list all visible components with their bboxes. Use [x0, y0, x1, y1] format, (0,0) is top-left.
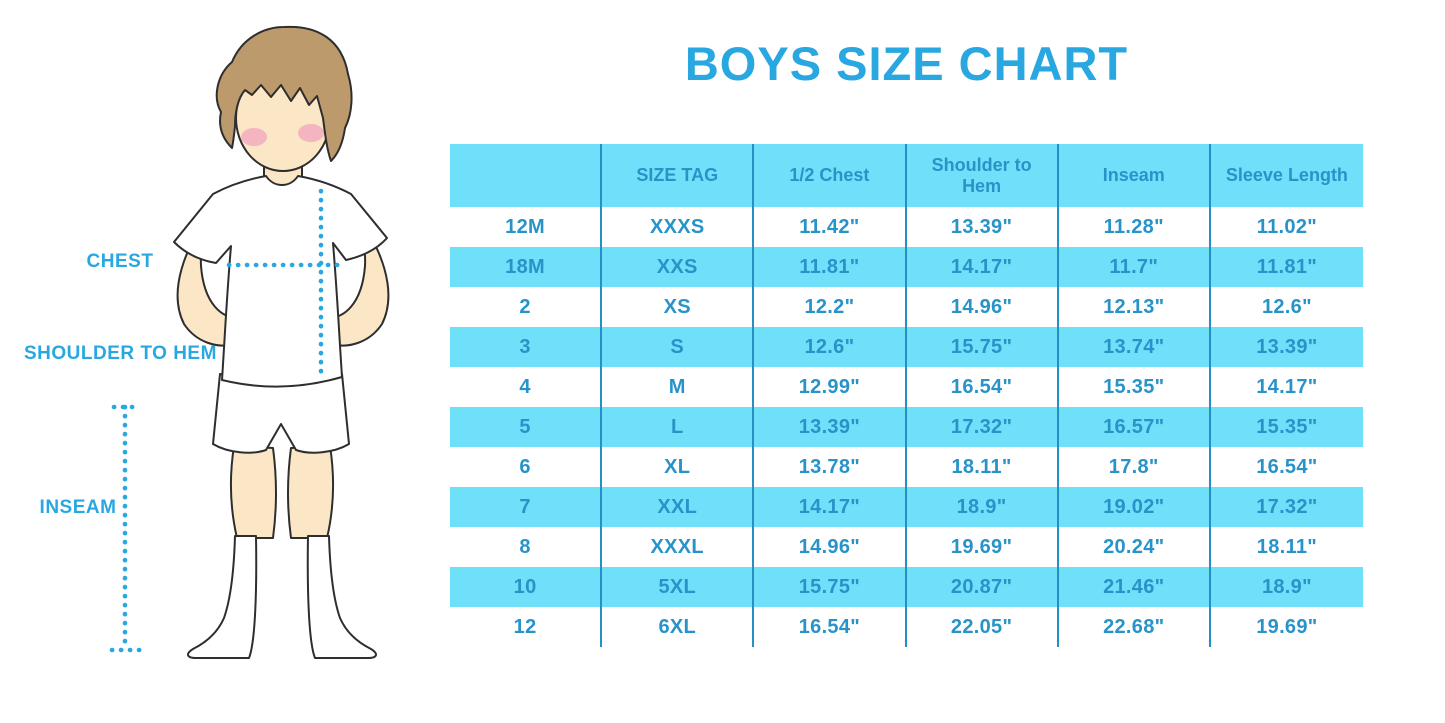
value-cell: 12.13" [1058, 287, 1211, 327]
value-cell: 11.28" [1058, 207, 1211, 247]
value-cell: 11.81" [754, 247, 907, 287]
value-cell: 13.78" [754, 447, 907, 487]
value-cell: 15.35" [1058, 367, 1211, 407]
size-cell: 6 [450, 447, 603, 487]
size-cell: 5 [450, 407, 603, 447]
value-cell: 16.54" [906, 367, 1059, 407]
header-cell-blank [450, 144, 603, 207]
size-cell: 2 [450, 287, 603, 327]
value-cell: L [602, 407, 755, 447]
value-cell: 14.96" [906, 287, 1059, 327]
boy-leg-right [287, 445, 335, 539]
size-cell: 18M [450, 247, 603, 287]
page-title: BOYS SIZE CHART [684, 37, 1129, 90]
size-cell: 7 [450, 487, 603, 527]
boy-sock-right [306, 535, 377, 659]
value-cell: 17.32" [906, 407, 1059, 447]
header-cell: 1/2 Chest [754, 144, 907, 207]
value-cell: 18.11" [906, 447, 1059, 487]
value-cell: 22.05" [906, 607, 1059, 647]
boy-blush-right [298, 124, 324, 142]
value-cell: 22.68" [1058, 607, 1211, 647]
value-cell: 15.75" [754, 567, 907, 607]
value-cell: XS [602, 287, 755, 327]
value-cell: 18.9" [1210, 567, 1363, 607]
value-cell: XXXL [602, 527, 755, 567]
value-cell: 11.42" [754, 207, 907, 247]
value-cell: S [602, 327, 755, 367]
value-cell: 16.54" [754, 607, 907, 647]
value-cell: XXL [602, 487, 755, 527]
boy-hair [215, 25, 353, 162]
value-cell: 13.39" [906, 207, 1059, 247]
value-cell: 12.2" [754, 287, 907, 327]
header-cell: Shoulder to Hem [906, 144, 1059, 207]
shoulder-to-hem-label: SHOULDER TO HEM [24, 343, 217, 364]
value-cell: 19.69" [1210, 607, 1363, 647]
header-cell: Inseam [1058, 144, 1211, 207]
boy-sock-left [187, 535, 258, 659]
value-cell: 13.39" [1210, 327, 1363, 367]
value-cell: 15.35" [1210, 407, 1363, 447]
value-cell: 20.87" [906, 567, 1059, 607]
boy-leg-left [229, 445, 277, 539]
value-cell: 14.17" [1210, 367, 1363, 407]
value-cell: XXS [602, 247, 755, 287]
value-cell: 12.6" [1210, 287, 1363, 327]
value-cell: 14.17" [906, 247, 1059, 287]
value-cell: 14.17" [754, 487, 907, 527]
value-cell: 20.24" [1058, 527, 1211, 567]
boy-illustration [109, 25, 390, 659]
value-cell: 18.9" [906, 487, 1059, 527]
value-cell: 15.75" [906, 327, 1059, 367]
value-cell: 12.6" [754, 327, 907, 367]
chest-label: CHEST [86, 251, 154, 272]
size-cell: 12M [450, 207, 603, 247]
value-cell: 5XL [602, 567, 755, 607]
size-cell: 8 [450, 527, 603, 567]
value-cell: 21.46" [1058, 567, 1211, 607]
size-cell: 4 [450, 367, 603, 407]
value-cell: 19.02" [1058, 487, 1211, 527]
value-cell: 13.74" [1058, 327, 1211, 367]
value-cell: XL [602, 447, 755, 487]
value-cell: 11.81" [1210, 247, 1363, 287]
value-cell: 13.39" [754, 407, 907, 447]
value-cell: 6XL [602, 607, 755, 647]
value-cell: 19.69" [906, 527, 1059, 567]
value-cell: 18.11" [1210, 527, 1363, 567]
header-cell: SIZE TAG [602, 144, 755, 207]
boy-blush-left [241, 128, 267, 146]
size-cell: 10 [450, 567, 603, 607]
size-chart-table: SIZE TAG 1/2 Chest Shoulder to Hem Inseam Sl… [450, 144, 1363, 647]
boy-shirt [173, 175, 388, 388]
value-cell: 16.54" [1210, 447, 1363, 487]
size-cell: 12 [450, 607, 603, 647]
value-cell: XXXS [602, 207, 755, 247]
value-cell: 16.57" [1058, 407, 1211, 447]
value-cell: 12.99" [754, 367, 907, 407]
value-cell: 17.8" [1058, 447, 1211, 487]
value-cell: 14.96" [754, 527, 907, 567]
size-cell: 3 [450, 327, 603, 367]
value-cell: 17.32" [1210, 487, 1363, 527]
value-cell: M [602, 367, 755, 407]
value-cell: 11.02" [1210, 207, 1363, 247]
value-cell: 11.7" [1058, 247, 1211, 287]
header-cell: Sleeve Length [1210, 144, 1363, 207]
inseam-label: INSEAM [39, 497, 117, 518]
